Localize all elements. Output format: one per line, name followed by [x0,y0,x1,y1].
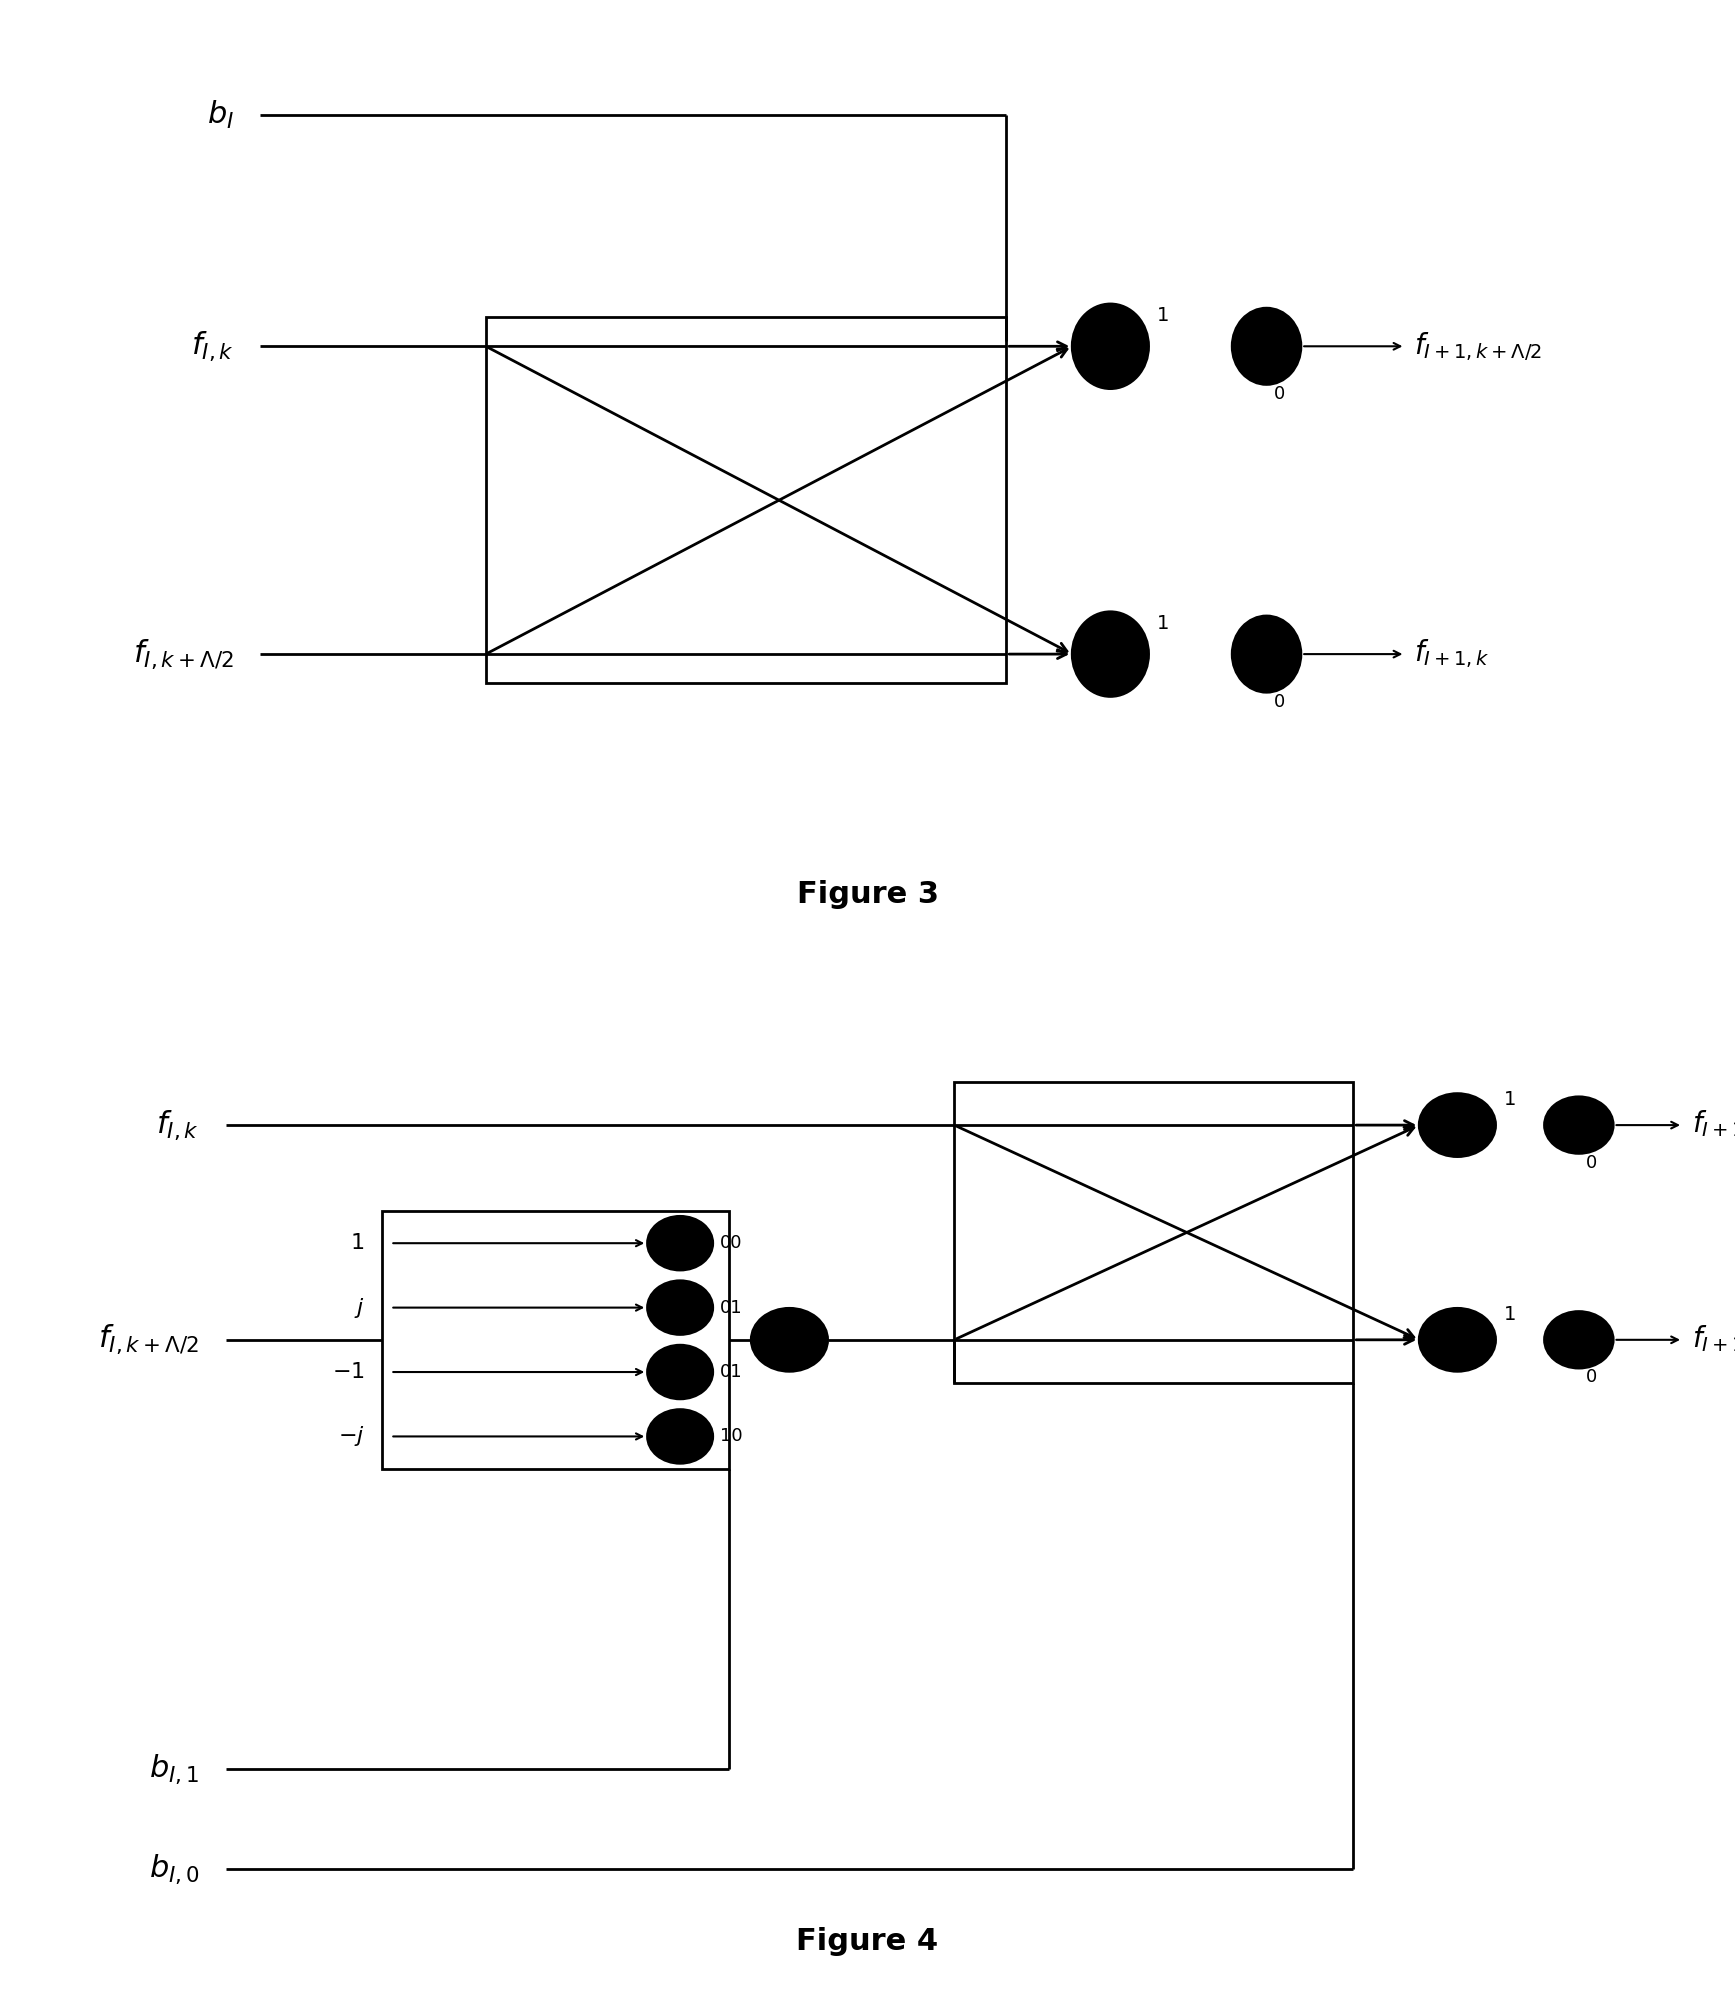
Circle shape [1232,309,1301,385]
Text: $b_{I,1}$: $b_{I,1}$ [149,1754,200,1786]
Circle shape [647,1216,713,1271]
Text: $b_{I,0}$: $b_{I,0}$ [149,1854,200,1886]
Text: 10: 10 [720,1427,743,1445]
Text: 0: 0 [1273,385,1284,403]
Circle shape [647,1409,713,1463]
Text: Figure 3: Figure 3 [796,880,939,910]
Text: $f_{I+1,k+\Lambda/2}$: $f_{I+1,k+\Lambda/2}$ [1414,331,1542,363]
Text: $f_{I,k+\Lambda/2}$: $f_{I,k+\Lambda/2}$ [99,1323,200,1357]
Circle shape [1232,615,1301,693]
Text: $j$: $j$ [354,1297,364,1319]
Text: $f_{I,k+\Lambda/2}$: $f_{I,k+\Lambda/2}$ [134,637,234,671]
Text: $f_{I,k}$: $f_{I,k}$ [191,329,234,363]
Text: $f_{I+1,k}$: $f_{I+1,k}$ [1414,637,1490,671]
Circle shape [1544,1096,1614,1154]
Text: 1: 1 [1157,613,1169,633]
Text: $f_{I+1,k+\Lambda/2}$: $f_{I+1,k+\Lambda/2}$ [1692,1108,1735,1142]
Text: 01: 01 [720,1299,743,1317]
Bar [954,1082,1353,1383]
Text: 01: 01 [720,1363,743,1381]
Bar [382,1210,729,1469]
Text: 00: 00 [720,1234,743,1252]
Text: 1: 1 [1504,1090,1516,1110]
Text: 1: 1 [350,1232,364,1252]
Circle shape [1544,1311,1614,1369]
Text: 0: 0 [1586,1369,1596,1387]
Text: 1: 1 [1157,307,1169,325]
Circle shape [1419,1309,1496,1371]
Text: 1: 1 [1504,1305,1516,1325]
Text: 0: 0 [1273,693,1284,711]
Text: $-$: $-$ [1102,665,1119,685]
Circle shape [647,1281,713,1335]
Circle shape [647,1345,713,1399]
Circle shape [751,1309,828,1371]
Text: $-1$: $-1$ [331,1363,364,1383]
Text: $f_{I+1,k}$: $f_{I+1,k}$ [1692,1323,1735,1357]
Text: Figure 4: Figure 4 [796,1926,939,1956]
Circle shape [1072,611,1149,697]
Text: $b_I$: $b_I$ [206,100,234,132]
Circle shape [1072,305,1149,389]
Text: $f_{I,k}$: $f_{I,k}$ [156,1108,200,1142]
Bar [486,317,1006,683]
Circle shape [1419,1094,1496,1156]
Text: $-j$: $-j$ [338,1425,364,1449]
Text: 0: 0 [1586,1154,1596,1172]
